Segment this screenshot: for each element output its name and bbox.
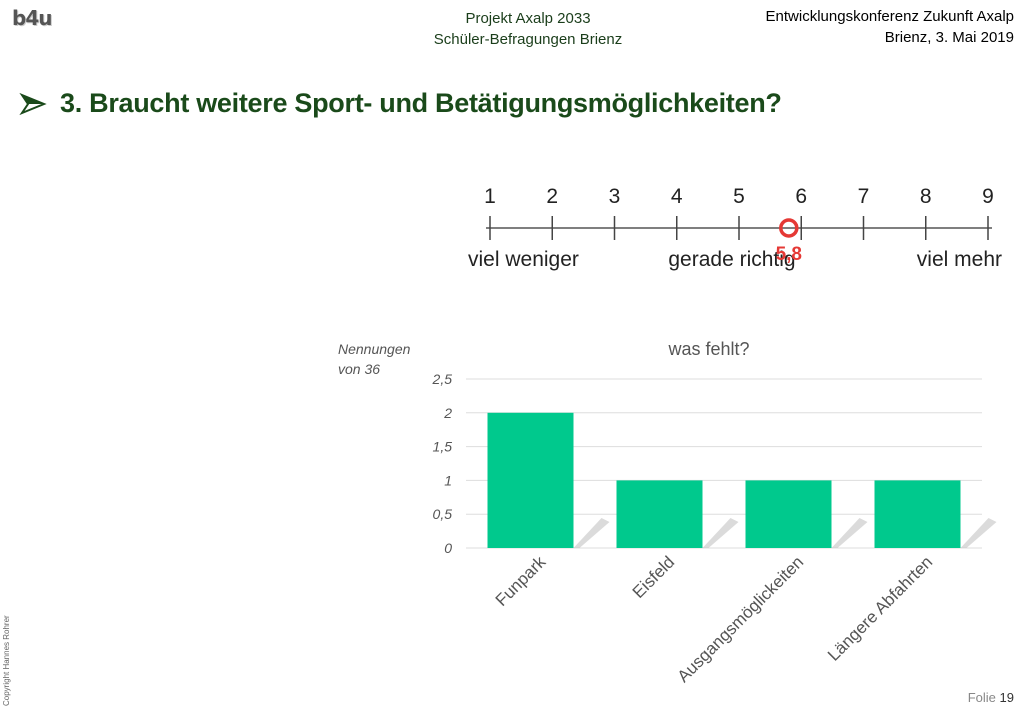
project-subtitle: Schüler-Befragungen Brienz (433, 31, 623, 48)
scale-tick-label: 5 (733, 185, 745, 208)
scale-tick-label: 2 (546, 185, 558, 208)
slide-label: Folie (967, 690, 996, 705)
y-axis-label-line1: Nennungen (338, 341, 411, 357)
bar-shadow (702, 518, 739, 548)
scale-tick-label: 8 (920, 185, 932, 208)
bar-shadow (831, 518, 868, 548)
scale-label-left: viel weniger (468, 248, 579, 271)
y-axis-label-line2: von 36 (338, 361, 381, 377)
mean-value-label: 5,8 (776, 244, 802, 265)
question-heading: 3. Braucht weitere Sport- und Betätigung… (18, 88, 782, 119)
mean-marker-icon (779, 218, 799, 238)
slide-number-value: 19 (999, 690, 1014, 705)
bar (616, 480, 703, 548)
page-title: 3. Braucht weitere Sport- und Betätigung… (60, 88, 782, 118)
y-axis-label: Nennungen von 36 (338, 339, 410, 379)
copyright-text: Copyright Hannes Rohrer (2, 615, 11, 706)
x-tick-label: Längere Abfahrten (824, 552, 936, 664)
b4u-logo: b4u (12, 6, 52, 30)
bar (874, 480, 961, 548)
scale-label-right: viel mehr (917, 248, 1002, 271)
event-header: Entwicklungskonferenz Zukunft Axalp Brie… (766, 6, 1014, 48)
project-title: Projekt Axalp 2033 (465, 10, 591, 27)
scale-tick-label: 4 (671, 185, 683, 208)
slide-number: Folie 19 (968, 690, 1014, 705)
bar-shadow (573, 518, 610, 548)
scale-label-middle: gerade richtig (668, 248, 795, 271)
scale-tick-label: 6 (795, 185, 807, 208)
project-header: Projekt Axalp 2033 Schüler-Befragungen B… (380, 8, 676, 50)
y-tick-label: 0 (444, 540, 452, 556)
scale-tick-label: 1 (484, 185, 496, 208)
y-tick-label: 2,5 (432, 371, 453, 387)
chart-title: was fehlt? (667, 339, 749, 359)
x-tick-label: Ausgangsmöglickeiten (674, 552, 808, 686)
arrow-bullet-icon (19, 92, 47, 115)
scale-tick-label: 7 (858, 185, 870, 208)
bar-shadow (960, 518, 997, 548)
event-title: Entwicklungskonferenz Zukunft Axalp (765, 8, 1014, 25)
x-tick-label: Eisfeld (629, 552, 679, 602)
y-tick-label: 1 (444, 472, 452, 488)
x-tick-label: Funpark (492, 552, 550, 610)
event-date: Brienz, 3. Mai 2019 (884, 29, 1014, 46)
scale-tick-label: 9 (982, 185, 994, 208)
bar (745, 480, 832, 548)
y-tick-label: 2 (443, 405, 452, 421)
y-tick-label: 0,5 (433, 506, 453, 522)
bar (487, 412, 574, 548)
scale-tick-label: 3 (609, 185, 621, 208)
y-tick-label: 1,5 (433, 439, 453, 455)
